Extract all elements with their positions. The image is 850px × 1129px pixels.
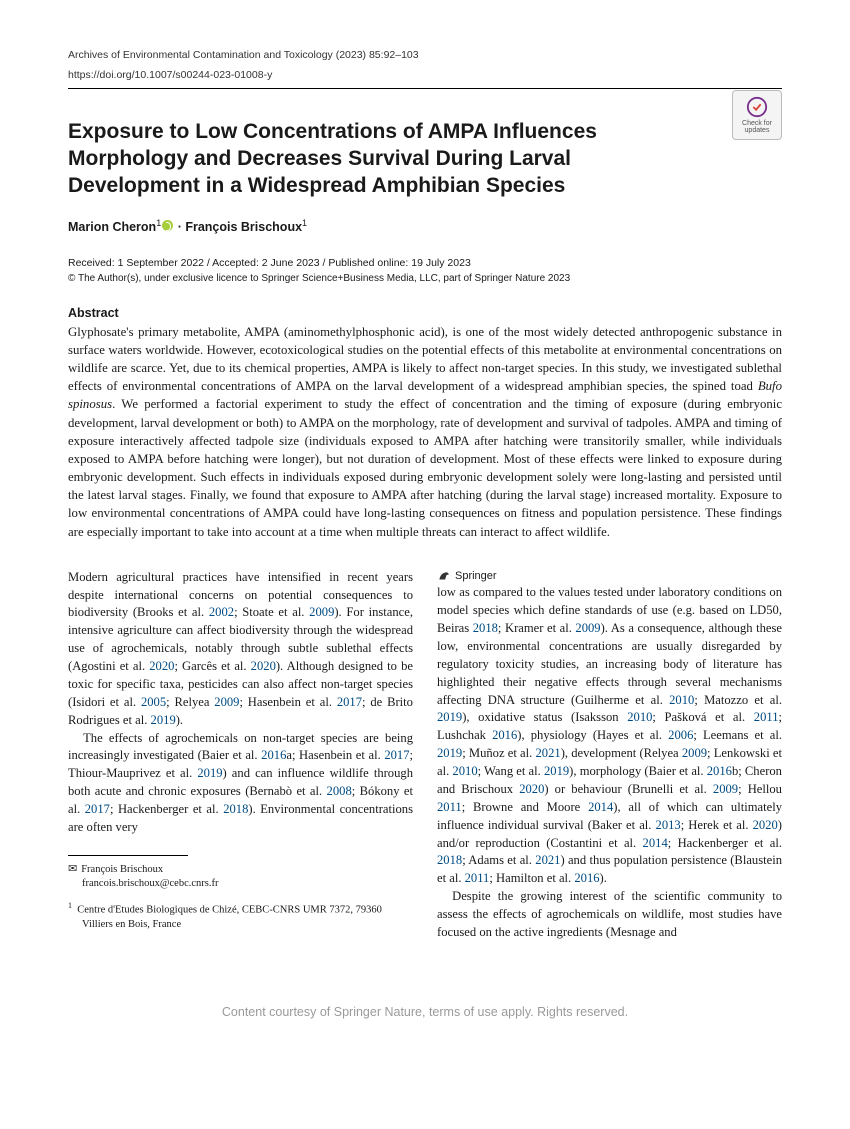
article-dates: Received: 1 September 2022 / Accepted: 2… bbox=[68, 256, 782, 271]
abstract-heading: Abstract bbox=[68, 306, 782, 320]
copyright-line: © The Author(s), under exclusive licence… bbox=[68, 273, 782, 284]
article-title: Exposure to Low Concentrations of AMPA I… bbox=[68, 119, 688, 200]
header-rule bbox=[68, 88, 782, 89]
orcid-icon[interactable] bbox=[162, 220, 173, 231]
abstract-text: Glyphosate's primary metabolite, AMPA (a… bbox=[68, 323, 782, 541]
journal-citation: Archives of Environmental Contamination … bbox=[68, 48, 782, 62]
body-paragraph: The effects of agrochemicals on non-targ… bbox=[68, 730, 413, 837]
corresponding-email[interactable]: francois.brischoux@cebc.cnrs.fr bbox=[82, 878, 219, 889]
watermark-footer: Content courtesy of Springer Nature, ter… bbox=[0, 1005, 850, 1019]
publisher-logo: Springer bbox=[437, 569, 782, 585]
author-1[interactable]: Marion Cheron bbox=[68, 220, 156, 234]
correspondence-block: ✉ François Brischoux francois.brischoux@c… bbox=[68, 862, 413, 891]
springer-horse-icon bbox=[437, 569, 451, 583]
envelope-icon: ✉ bbox=[68, 863, 77, 875]
body-columns: Modern agricultural practices have inten… bbox=[68, 569, 782, 945]
body-paragraph: Despite the growing interest of the scie… bbox=[437, 888, 782, 942]
check-for-updates-badge[interactable]: Check for updates bbox=[732, 90, 782, 140]
author-2[interactable]: François Brischoux bbox=[185, 220, 302, 234]
check-updates-icon bbox=[746, 96, 768, 118]
body-paragraph: low as compared to the values tested und… bbox=[437, 584, 782, 888]
doi-link[interactable]: https://doi.org/10.1007/s00244-023-01008… bbox=[68, 68, 782, 82]
author-list: Marion Cheron1 · François Brischoux1 bbox=[68, 218, 782, 234]
check-updates-label: Check for updates bbox=[733, 120, 781, 134]
corresponding-author: François Brischoux bbox=[81, 864, 163, 875]
affiliation: 1 Centre d'Etudes Biologiques de Chizé, … bbox=[68, 901, 413, 932]
body-paragraph: Modern agricultural practices have inten… bbox=[68, 569, 413, 730]
correspondence-rule bbox=[68, 855, 188, 856]
